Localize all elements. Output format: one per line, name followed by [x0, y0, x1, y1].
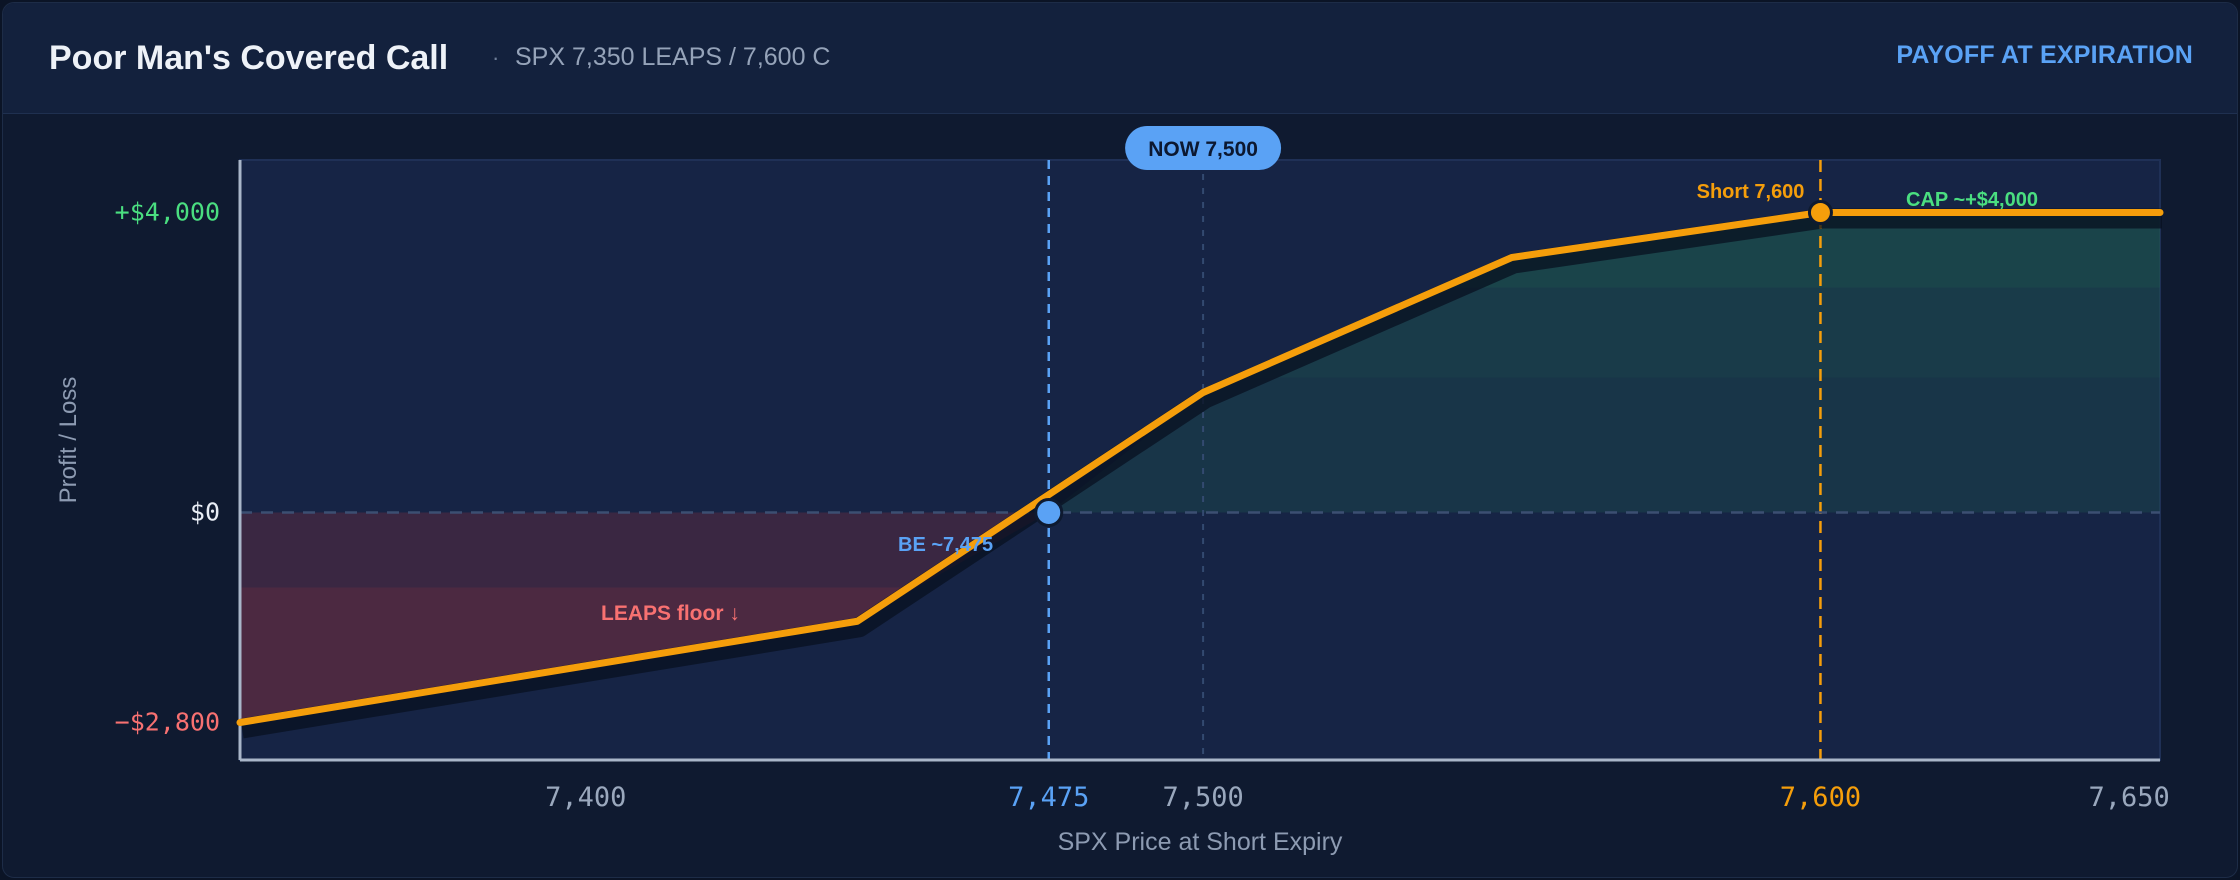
y-axis-title: Profit / Loss	[55, 377, 82, 504]
x-tick-label: 7,400	[545, 782, 626, 813]
x-tick-label: 7,650	[2088, 782, 2169, 813]
breakeven-marker	[1034, 498, 1064, 527]
short-strike-label: Short 7,600	[1697, 181, 1805, 203]
loss-zone-band	[240, 512, 1049, 588]
payoff-line	[236, 209, 2164, 726]
breakeven-label: BE ~7,475	[898, 534, 993, 556]
y-tick-label: +$4,000	[115, 198, 220, 227]
y-tick-label: $0	[190, 498, 220, 527]
leaps-floor-label: LEAPS floor ↓	[601, 602, 740, 625]
strike-marker	[1807, 200, 1833, 225]
cap-label: CAP ~+$4,000	[1906, 189, 2038, 211]
x-tick-label: 7,475	[1008, 782, 1089, 813]
chart-subtitle: SPX 7,350 LEAPS / 7,600 C	[515, 43, 831, 71]
x-axis-title: SPX Price at Short Expiry	[1058, 828, 1343, 856]
x-tick-label: 7,600	[1780, 782, 1861, 813]
now-pill	[1125, 126, 1282, 170]
x-tick-label: 7,500	[1162, 782, 1243, 813]
payoff-line-shadow	[240, 208, 2162, 739]
title-separator: ·	[492, 45, 500, 70]
y-tick-label: −$2,800	[115, 708, 220, 737]
chart-title: Poor Man's Covered Call	[49, 39, 449, 77]
now-label: NOW 7,500	[1148, 138, 1258, 161]
card-header: Poor Man's Covered Call · SPX 7,350 LEAP…	[3, 3, 2237, 114]
profit-zone-band	[1048, 377, 2160, 513]
payoff-badge: PAYOFF AT EXPIRATION	[1896, 41, 2193, 69]
